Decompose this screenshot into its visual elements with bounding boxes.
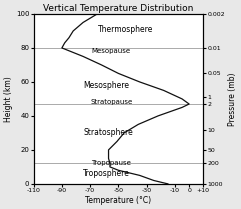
- Y-axis label: Height (km): Height (km): [4, 76, 13, 122]
- Title: Vertical Temperature Distribution: Vertical Temperature Distribution: [43, 4, 194, 13]
- Text: Thermosphere: Thermosphere: [98, 25, 153, 34]
- Text: Troposphere: Troposphere: [83, 169, 130, 178]
- X-axis label: Temperature (°C): Temperature (°C): [85, 196, 152, 205]
- Text: Tropopause: Tropopause: [91, 160, 131, 166]
- Text: Stratosphere: Stratosphere: [83, 128, 133, 137]
- Y-axis label: Pressure (mb): Pressure (mb): [228, 72, 237, 126]
- Text: Stratopause: Stratopause: [90, 99, 133, 105]
- Text: Mesosphere: Mesosphere: [83, 81, 129, 90]
- Text: Mesopause: Mesopause: [92, 48, 131, 54]
